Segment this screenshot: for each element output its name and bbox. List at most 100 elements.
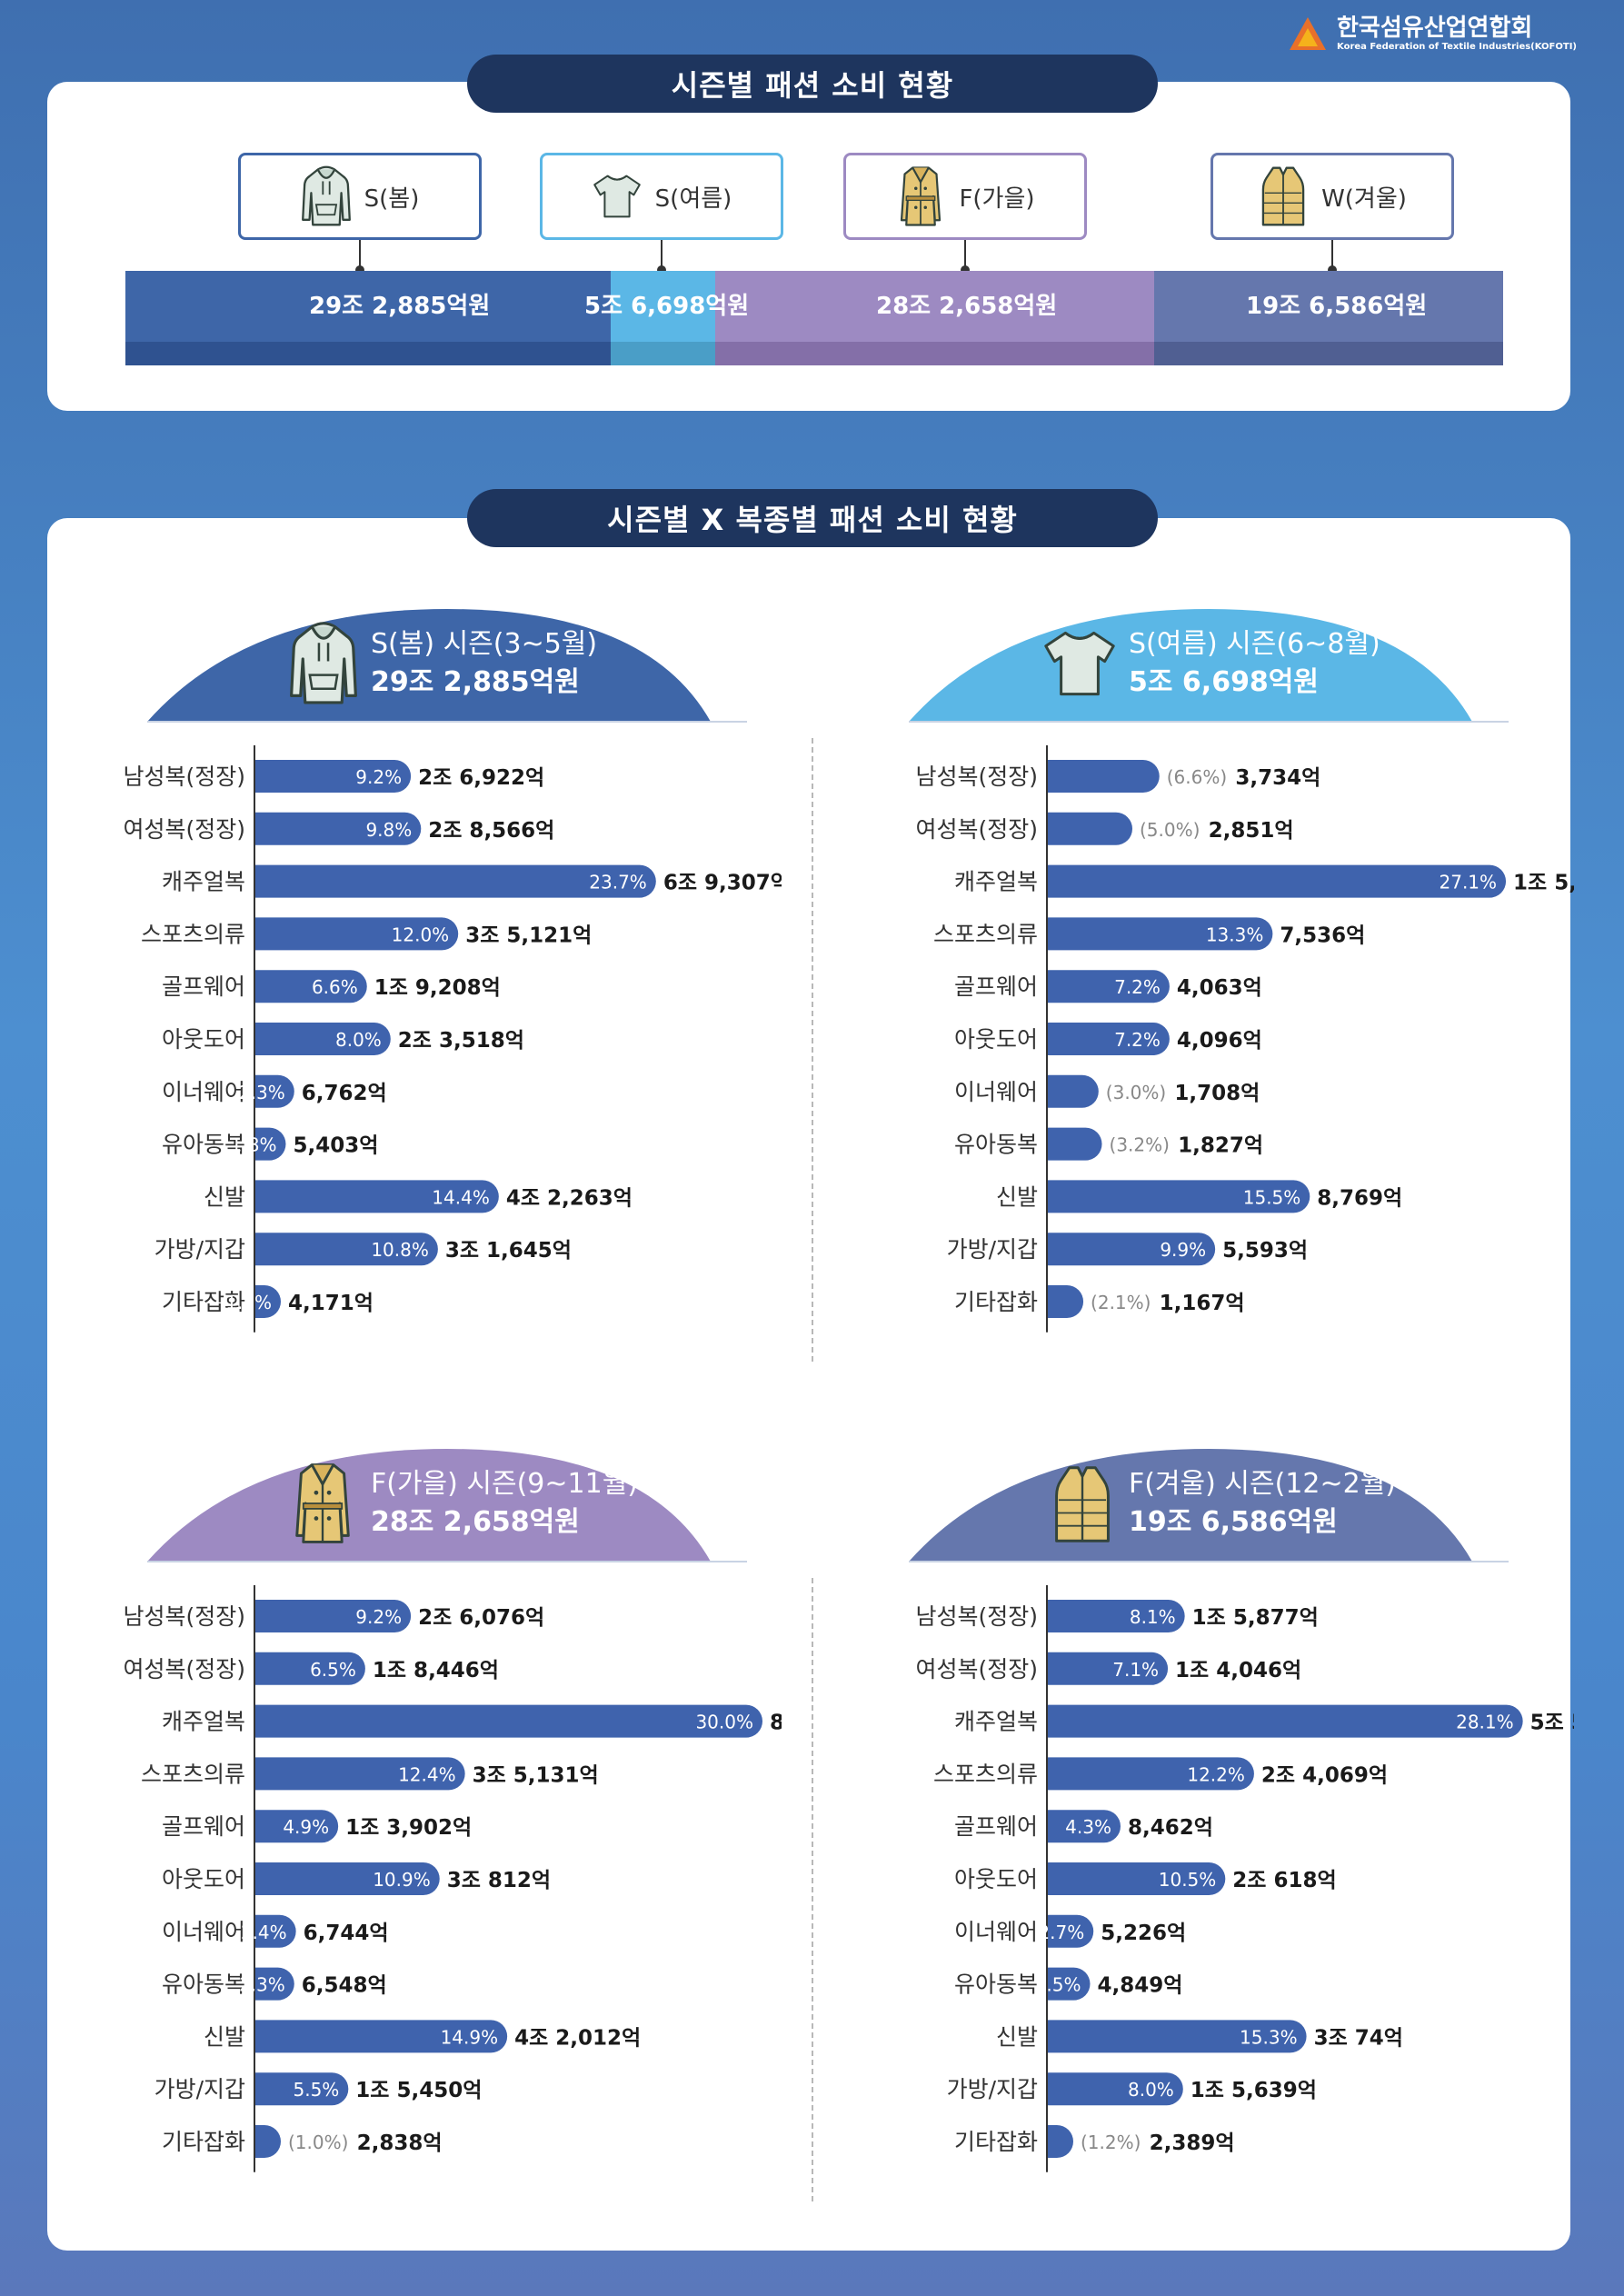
bar-row: 스포츠의류 12.2% 2조 4,069억 bbox=[933, 1757, 1388, 1791]
bar-row: 기타잡화 (1.2%) 2,389억 bbox=[954, 2125, 1235, 2158]
amount-label: 6,548억 bbox=[302, 1974, 387, 1998]
percent-label: 4.3% bbox=[1065, 1816, 1111, 1838]
season-label-winter: W(겨울) bbox=[1321, 185, 1407, 213]
section2-title: 시즌별 X 복종별 패션 소비 현황 bbox=[467, 489, 1158, 547]
amount-label: 3,734억 bbox=[1235, 766, 1320, 790]
bar-row: 아웃도어 8.0% 2조 3,518억 bbox=[162, 1023, 524, 1055]
hoodie-icon bbox=[301, 165, 352, 228]
amount-label: 4조 2,012억 bbox=[514, 2026, 641, 2050]
percent-label: (1.0%) bbox=[288, 2131, 348, 2153]
season-box-winter: W(겨울) bbox=[1211, 153, 1454, 240]
category-label: 가방/지갑 bbox=[154, 2076, 245, 2102]
bar-segment-summer bbox=[611, 271, 715, 342]
season-box-fall: F(가을) bbox=[843, 153, 1087, 240]
section1-title: 시즌별 패션 소비 현황 bbox=[467, 55, 1158, 113]
percent-label: 9.2% bbox=[355, 766, 402, 788]
bar bbox=[1048, 1074, 1099, 1108]
bar bbox=[255, 2072, 349, 2106]
amount-label: 1조 3,902억 bbox=[345, 1816, 472, 1840]
category-label: 신발 bbox=[204, 2023, 245, 2050]
percent-label: 1.8% bbox=[231, 1134, 277, 1156]
category-label: 여성복(정장) bbox=[123, 1656, 245, 1682]
category-label: 남성복(정장) bbox=[915, 764, 1038, 790]
bar-row: 가방/지갑 5.5% 1조 5,450억 bbox=[154, 2072, 482, 2106]
percent-label: 10.9% bbox=[373, 1869, 431, 1891]
bar-row: 여성복(정장) 7.1% 1조 4,046억 bbox=[915, 1652, 1301, 1685]
bar bbox=[255, 760, 412, 793]
amount-label: 1,827억 bbox=[1178, 1134, 1263, 1158]
category-label: 아웃도어 bbox=[954, 1026, 1038, 1053]
amount-label: 4,171억 bbox=[288, 1292, 374, 1315]
bar bbox=[1048, 1757, 1254, 1791]
bar bbox=[1048, 760, 1160, 793]
season-label-summer: S(여름) bbox=[654, 185, 732, 213]
value-summer: 5조 6,698억원 bbox=[584, 293, 750, 320]
amount-label: 1조 9,208억 bbox=[374, 976, 501, 1000]
amount-label: 4조 2,263억 bbox=[506, 1186, 633, 1210]
dot-spring bbox=[355, 265, 364, 275]
kofoti-logo: 한국섬유산업연합회 Korea Federation of Textile In… bbox=[1288, 15, 1577, 53]
category-label: 캐주얼복 bbox=[954, 1709, 1038, 1735]
category-label: 캐주얼복 bbox=[162, 869, 245, 895]
bar-row: 남성복(정장) 9.2% 2조 6,922억 bbox=[123, 760, 544, 793]
season-title-winter: F(겨울) 시즌(12~2월) bbox=[1129, 1468, 1397, 1500]
percent-label: 9.9% bbox=[1160, 1239, 1206, 1261]
bar bbox=[255, 1023, 391, 1055]
bar-shadow-spring bbox=[125, 342, 611, 365]
percent-label: 7.1% bbox=[1112, 1659, 1159, 1681]
bar-row: 스포츠의류 12.4% 3조 5,131억 bbox=[141, 1757, 599, 1791]
amount-label: 4,063억 bbox=[1177, 976, 1262, 1000]
category-label: 유아동복 bbox=[162, 1972, 245, 1998]
percent-label: 13.3% bbox=[1206, 923, 1264, 945]
bar bbox=[1048, 1023, 1170, 1055]
category-label: 이너웨어 bbox=[162, 1919, 245, 1945]
percent-label: 2.3% bbox=[239, 1082, 285, 1103]
bar-row: 아웃도어 10.9% 3조 812억 bbox=[162, 1862, 551, 1895]
bar bbox=[1048, 1600, 1185, 1632]
bar bbox=[1048, 1180, 1310, 1213]
bar bbox=[1048, 2072, 1183, 2106]
amount-label: 6,744억 bbox=[304, 1922, 389, 1945]
percent-label: 10.8% bbox=[371, 1239, 429, 1261]
percent-label: 8.0% bbox=[1128, 2079, 1174, 2101]
dome-fall bbox=[147, 1449, 747, 1562]
season-total-summer: 5조 6,698억원 bbox=[1129, 666, 1320, 698]
amount-label: 2조 618억 bbox=[1232, 1869, 1336, 1892]
amount-label: 1,167억 bbox=[1160, 1292, 1245, 1315]
value-spring: 29조 2,885억원 bbox=[309, 293, 491, 320]
season-total-spring: 29조 2,885억원 bbox=[371, 666, 580, 698]
amount-label: 2,389억 bbox=[1150, 2131, 1235, 2155]
bar-segment-spring bbox=[125, 271, 611, 342]
category-label: 이너웨어 bbox=[954, 1919, 1038, 1945]
percent-label: 10.5% bbox=[1159, 1869, 1217, 1891]
bar-row: 골프웨어 6.6% 1조 9,208억 bbox=[162, 970, 501, 1003]
percent-label: 9.2% bbox=[355, 1606, 402, 1628]
bar-shadow-summer bbox=[611, 342, 715, 365]
amount-label: 8조 4,699억 bbox=[770, 1712, 782, 1735]
bar-row: 가방/지갑 10.8% 3조 1,645억 bbox=[154, 1233, 572, 1266]
trench-coat-icon bbox=[293, 1460, 353, 1547]
category-label: 남성복(정장) bbox=[123, 1603, 245, 1630]
amount-label: 2조 6,922억 bbox=[418, 766, 544, 790]
percent-label: 9.8% bbox=[365, 819, 412, 841]
category-label: 유아동복 bbox=[954, 1132, 1038, 1158]
percent-label: (3.0%) bbox=[1106, 1082, 1166, 1103]
bar bbox=[255, 1127, 286, 1161]
amount-label: 3조 5,131억 bbox=[473, 1763, 599, 1787]
category-label: 스포츠의류 bbox=[933, 1761, 1038, 1787]
category-label: 여성복(정장) bbox=[123, 816, 245, 843]
value-winter: 19조 6,586억원 bbox=[1246, 293, 1428, 320]
bar bbox=[255, 1862, 440, 1895]
bar-row: 이너웨어 2.7% 5,226억 bbox=[954, 1914, 1186, 1948]
bar bbox=[1048, 1285, 1084, 1318]
dome-spring bbox=[147, 609, 747, 723]
amount-label: 5,593억 bbox=[1222, 1239, 1308, 1263]
bar-row: 여성복(정장) 9.8% 2조 8,566억 bbox=[123, 812, 554, 845]
bar bbox=[1048, 917, 1273, 951]
season-total-winter: 19조 6,586억원 bbox=[1129, 1506, 1338, 1538]
bar-row: 기타잡화 (2.1%) 1,167억 bbox=[954, 1285, 1245, 1318]
dot-winter bbox=[1328, 265, 1337, 275]
